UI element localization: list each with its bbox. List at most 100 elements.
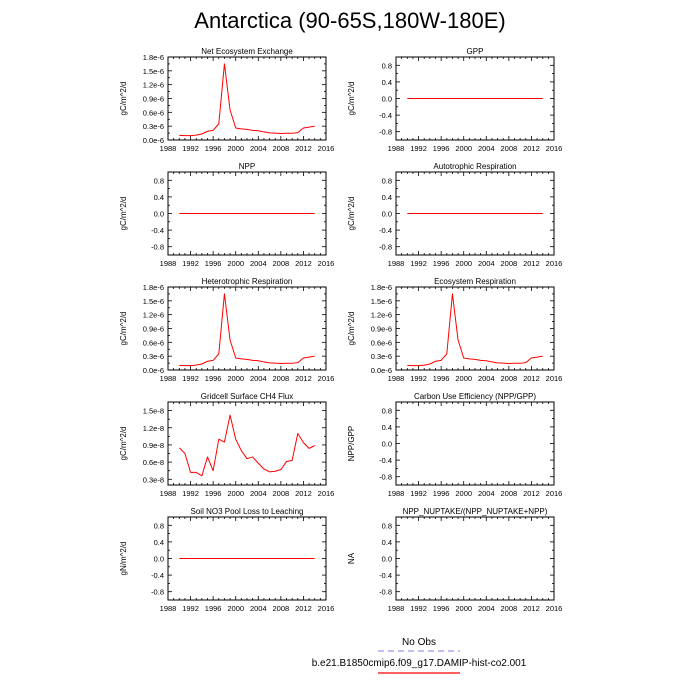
y-axis-label: gN/m^2/d	[119, 542, 128, 576]
x-tick-label: 2008	[273, 144, 290, 153]
x-tick-label: 2008	[273, 259, 290, 268]
series-line-1	[407, 293, 543, 367]
x-tick-label: 2004	[478, 604, 495, 613]
x-tick-label: 1996	[433, 144, 450, 153]
series-line-1	[178, 414, 315, 477]
y-tick-label: 0.0	[154, 210, 164, 219]
y-tick-label: 1.5e-6	[371, 297, 392, 306]
x-tick-label: 1996	[205, 374, 222, 383]
x-tick-label: 2000	[455, 144, 472, 153]
y-tick-label: 1.2e-8	[143, 424, 164, 433]
y-tick-label: 0.6e-6	[143, 338, 164, 347]
y-tick-label: 0.0	[382, 440, 392, 449]
x-tick-label: 2000	[455, 604, 472, 613]
y-axis-label: NA	[347, 552, 356, 564]
y-tick-label: -0.8	[379, 243, 392, 252]
y-tick-label: 0.4	[154, 193, 164, 202]
y-axis-label: NPP/GPP	[347, 426, 356, 462]
x-tick-label: 2000	[227, 604, 244, 613]
x-tick-label: 1992	[410, 604, 427, 613]
x-tick-label: 1996	[433, 374, 450, 383]
x-tick-label: 2016	[318, 259, 335, 268]
y-tick-label: 0.6e-6	[143, 108, 164, 117]
page-title: Antarctica (90-65S,180W-180E)	[194, 8, 506, 33]
x-tick-label: 1988	[388, 259, 405, 268]
y-tick-label: 0.8	[382, 176, 392, 185]
y-tick-label: 0.8	[382, 521, 392, 530]
y-tick-label: 0.8	[154, 521, 164, 530]
y-axis-label: gC/m^2/d	[119, 197, 128, 231]
x-tick-label: 2016	[318, 144, 335, 153]
x-tick-label: 2008	[501, 489, 518, 498]
x-tick-label: 1988	[388, 604, 405, 613]
x-tick-label: 2000	[227, 374, 244, 383]
panel-title: GPP	[467, 47, 484, 56]
x-tick-label: 1988	[160, 144, 177, 153]
x-tick-label: 2000	[455, 259, 472, 268]
chart-panel-4: Autotrophic Respiration gC/m^2/d 1988 1992 1…	[347, 162, 562, 268]
panel-title: Gridcell Surface CH4 Flux	[201, 392, 293, 401]
y-tick-label: 0.3e-6	[143, 352, 164, 361]
plot-frame	[395, 516, 555, 601]
panel-title: Soil NO3 Pool Loss to Leaching	[191, 507, 304, 516]
x-tick-label: 2008	[501, 604, 518, 613]
x-tick-label: 2012	[523, 374, 540, 383]
y-tick-label: 1.5e-6	[143, 67, 164, 76]
y-tick-label: -0.8	[151, 243, 164, 252]
x-tick-label: 2016	[546, 144, 563, 153]
x-tick-label: 2004	[250, 259, 267, 268]
y-tick-label: 0.4	[382, 423, 392, 432]
x-tick-label: 1988	[160, 374, 177, 383]
x-tick-label: 1992	[182, 604, 199, 613]
chart-panel-1: Net Ecosystem Exchange gC/m^2/d 1988 1992 19…	[119, 47, 334, 153]
x-tick-label: 1992	[182, 259, 199, 268]
y-tick-label: 0.0e-6	[143, 366, 164, 375]
y-tick-label: -0.8	[379, 473, 392, 482]
x-tick-label: 2004	[250, 144, 267, 153]
x-tick-label: 1992	[182, 374, 199, 383]
x-tick-label: 2016	[546, 604, 563, 613]
y-tick-label: 0.6e-6	[371, 338, 392, 347]
plot-frame	[167, 286, 327, 371]
chart-panel-6: Ecosystem Respiration gC/m^2/d 1988 1992 199…	[347, 277, 562, 383]
y-tick-label: 1.8e-6	[143, 283, 164, 292]
x-tick-label: 2012	[523, 259, 540, 268]
y-tick-label: 0.0e-6	[371, 366, 392, 375]
y-tick-label: 0.0e-6	[143, 136, 164, 145]
x-tick-label: 2004	[478, 144, 495, 153]
plot-frame	[395, 286, 555, 371]
y-tick-label: -0.8	[151, 588, 164, 597]
y-axis-label: gC/m^2/d	[119, 312, 128, 346]
y-tick-label: -0.4	[151, 571, 164, 580]
panel-title: Autotrophic Respiration	[433, 162, 516, 171]
x-tick-label: 2016	[318, 374, 335, 383]
x-tick-label: 2004	[250, 374, 267, 383]
y-tick-label: 1.2e-6	[143, 81, 164, 90]
x-tick-label: 2012	[295, 604, 312, 613]
x-tick-label: 2016	[318, 604, 335, 613]
y-axis-label: gC/m^2/d	[347, 197, 356, 231]
x-tick-label: 2016	[546, 374, 563, 383]
y-tick-label: 0.9e-6	[143, 95, 164, 104]
x-tick-label: 2012	[295, 259, 312, 268]
x-tick-label: 1992	[410, 259, 427, 268]
x-tick-label: 2000	[455, 374, 472, 383]
plot-frame	[395, 401, 555, 486]
y-tick-label: -0.4	[151, 226, 164, 235]
y-axis-label: gC/m^2/d	[347, 82, 356, 116]
x-tick-label: 2016	[546, 489, 563, 498]
y-tick-label: 0.8	[154, 176, 164, 185]
x-tick-label: 2008	[273, 604, 290, 613]
x-tick-label: 2008	[273, 489, 290, 498]
y-tick-label: 0.4	[382, 193, 392, 202]
y-tick-label: 0.3e-6	[371, 352, 392, 361]
x-tick-label: 2000	[227, 144, 244, 153]
x-tick-label: 1988	[160, 604, 177, 613]
x-tick-label: 1996	[433, 259, 450, 268]
y-tick-label: 0.9e-6	[371, 325, 392, 334]
chart-panel-10: NPP_NUPTAKE/(NPP_NUPTAKE+NPP) NA 1988 1992 1…	[347, 507, 562, 613]
x-tick-label: 2004	[478, 374, 495, 383]
y-tick-label: 0.4	[382, 78, 392, 87]
y-tick-label: 0.4	[154, 538, 164, 547]
x-tick-label: 2012	[523, 144, 540, 153]
